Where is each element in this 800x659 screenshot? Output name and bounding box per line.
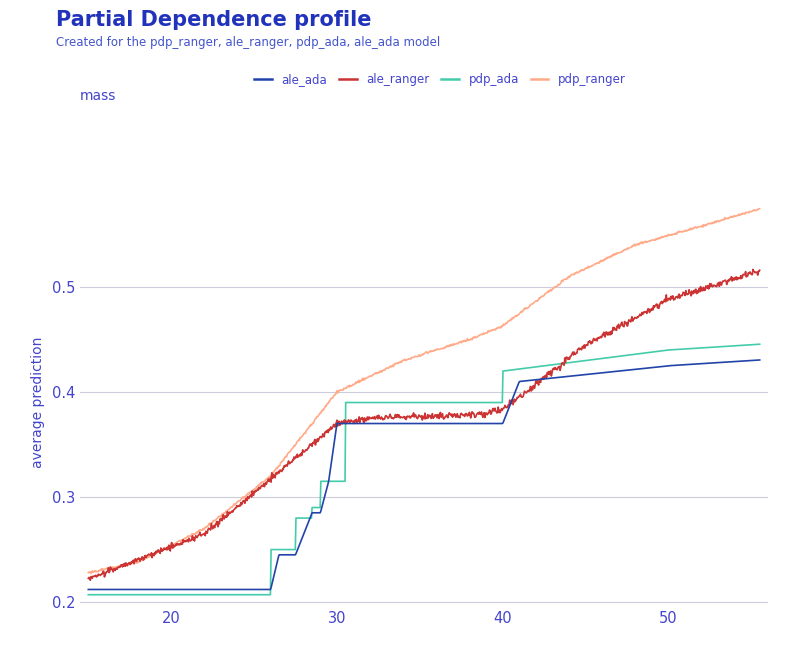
pdp_ada — [607, 353, 617, 361]
pdp_ada — [755, 340, 765, 348]
ale_ranger — [356, 415, 366, 423]
ale_ada — [355, 420, 365, 428]
ale_ranger — [748, 266, 758, 273]
ale_ada — [83, 585, 93, 593]
ale_ada — [619, 366, 629, 374]
Line: ale_ranger: ale_ranger — [88, 270, 760, 580]
pdp_ada — [545, 361, 554, 369]
ale_ada — [607, 368, 617, 376]
pdp_ada — [152, 590, 162, 598]
pdp_ranger — [608, 251, 618, 259]
Text: Partial Dependence profile: Partial Dependence profile — [56, 10, 371, 30]
Text: Created for the pdp_ranger, ale_ranger, pdp_ada, ale_ada model: Created for the pdp_ranger, ale_ranger, … — [56, 36, 440, 49]
pdp_ranger — [86, 569, 96, 577]
ale_ranger — [83, 575, 93, 583]
Legend: ale_ada, ale_ranger, pdp_ada, pdp_ranger: ale_ada, ale_ranger, pdp_ada, pdp_ranger — [250, 69, 630, 91]
pdp_ranger — [356, 378, 366, 386]
Line: pdp_ada: pdp_ada — [88, 344, 760, 594]
ale_ranger — [380, 415, 390, 423]
Y-axis label: average prediction: average prediction — [30, 336, 45, 468]
ale_ranger — [608, 327, 618, 335]
pdp_ranger — [83, 569, 93, 577]
pdp_ranger — [546, 286, 555, 294]
ale_ada — [545, 374, 554, 382]
ale_ranger — [86, 576, 95, 584]
pdp_ranger — [153, 548, 162, 556]
Text: mass: mass — [80, 89, 116, 103]
pdp_ranger — [380, 366, 390, 374]
ale_ranger — [546, 370, 555, 378]
ale_ada — [755, 356, 765, 364]
Line: ale_ada: ale_ada — [88, 360, 760, 589]
pdp_ada — [355, 399, 365, 407]
pdp_ranger — [755, 205, 765, 213]
ale_ranger — [153, 547, 162, 555]
pdp_ada — [83, 590, 93, 598]
pdp_ranger — [620, 246, 630, 254]
ale_ranger — [755, 266, 765, 274]
ale_ranger — [620, 318, 630, 326]
pdp_ada — [379, 399, 389, 407]
Line: pdp_ranger: pdp_ranger — [88, 209, 760, 573]
ale_ada — [379, 420, 389, 428]
ale_ada — [152, 585, 162, 593]
pdp_ada — [619, 352, 629, 360]
